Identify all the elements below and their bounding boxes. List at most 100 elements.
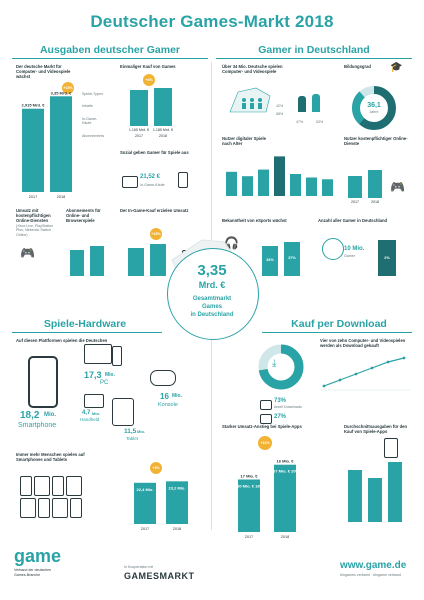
bar-mark bbox=[22, 108, 44, 192]
website-link[interactable]: www.game.de bbox=[340, 560, 407, 571]
avg-bar bbox=[348, 470, 362, 522]
audience-icon bbox=[322, 238, 344, 260]
online-year: 2017 bbox=[351, 200, 359, 204]
ingame-bar bbox=[150, 244, 166, 276]
growth-badge: +15% bbox=[62, 82, 74, 94]
bar-data-label: 23,2 Mio. bbox=[169, 485, 186, 490]
handheld-label: Handheld bbox=[80, 417, 100, 422]
education-title: Bildungsgrad bbox=[344, 64, 371, 69]
age-bar bbox=[258, 169, 269, 196]
total-market-label: Games bbox=[201, 304, 222, 310]
gamescom-title: Anzahl aller Gamer in Deutschland bbox=[318, 218, 388, 223]
market-legend: Spiele-Typen Inhalte In-Game-Käufe Abonn… bbox=[82, 92, 104, 138]
partner-logo: GAMESMARKT bbox=[124, 571, 195, 581]
age-bar bbox=[306, 177, 317, 196]
smartphone-icon bbox=[178, 172, 188, 188]
download-icon: ⤓ bbox=[272, 358, 277, 369]
column-divider bbox=[211, 330, 212, 530]
tablet-value: 11,5 bbox=[124, 428, 137, 435]
smartphone-icon bbox=[38, 498, 50, 518]
gender-icons bbox=[296, 86, 326, 116]
section-title-download: Kauf per Download bbox=[291, 318, 387, 330]
devices-icon-grid bbox=[20, 476, 90, 520]
avg-bar bbox=[388, 462, 402, 522]
age-chart-title: Nutzer digitaler Spiele nach Alter bbox=[222, 136, 266, 147]
section-title-ausgaben: Ausgaben deutscher Gamer bbox=[39, 44, 181, 56]
download-sub: Anteil Downloads bbox=[274, 405, 302, 409]
esports-bar bbox=[284, 242, 300, 276]
section-title-gamer: Gamer in Deutschland bbox=[258, 44, 370, 56]
kauf-value: 1.185 Mrd. € bbox=[152, 128, 174, 132]
gamescom-value: 10 Mio. bbox=[344, 246, 365, 252]
tablet-icon bbox=[20, 498, 36, 518]
ingame-badge: +18% bbox=[150, 228, 162, 240]
gamer-count-title: Über 34 Mio. Deutsche spielen Computer- … bbox=[222, 64, 283, 75]
section-divider bbox=[12, 58, 208, 59]
bar-data-label: 487 Mio. € 20% bbox=[271, 469, 300, 474]
kauf-value: 1.165 Mrd. € bbox=[128, 128, 150, 132]
section-title-hardware: Spiele-Hardware bbox=[43, 318, 127, 330]
female-icon bbox=[298, 96, 306, 112]
bar-mark bbox=[50, 96, 72, 192]
download-intro: Vier von zehn Computer- und Videospielen… bbox=[320, 338, 406, 349]
gamescom-label: Gamer bbox=[344, 254, 355, 258]
x-tick-label: 2017 bbox=[29, 195, 37, 199]
column-divider bbox=[211, 62, 212, 292]
market-chart: 2,915 Mrd. € 2017 3,35 Mrd. € 2018 bbox=[22, 90, 73, 199]
age-bar bbox=[322, 179, 333, 196]
male-icon bbox=[312, 94, 320, 112]
gamescom-pct: 2% bbox=[384, 256, 390, 260]
x-tick-label: 2017 bbox=[141, 527, 149, 531]
tv-icon bbox=[122, 176, 138, 188]
x-tick-label: 2018 bbox=[173, 527, 181, 531]
social-sub: In-Game-Käufe bbox=[140, 183, 165, 187]
gamepad-icon bbox=[150, 370, 176, 386]
smartphone-value: 18,2 bbox=[20, 410, 40, 421]
tablet-icon bbox=[52, 498, 68, 518]
total-market-label: Gesamtmarkt bbox=[192, 296, 232, 302]
logo-sub: Verband der deutschen bbox=[14, 568, 52, 572]
ingame-title: Der In-Game-Kauf erzielen Umsatz bbox=[120, 208, 189, 213]
bar-mark bbox=[238, 479, 260, 532]
section-divider bbox=[12, 332, 162, 333]
esports-pct: 34% bbox=[266, 258, 274, 262]
age-bar bbox=[274, 156, 285, 196]
esports-pct: 37% bbox=[288, 256, 296, 260]
apps-title: Starker Umsatz-Anstieg bei Spiele-Apps bbox=[222, 424, 302, 429]
partner-pre: In Kooperation mit bbox=[124, 565, 154, 569]
kauf-title: Einmaliger Kauf von Games bbox=[120, 64, 176, 69]
esports-title: Bekanntheit von eSports wächst bbox=[222, 218, 287, 223]
age-bar bbox=[226, 171, 237, 196]
legend-item: Abonnements bbox=[82, 133, 105, 138]
avg-age-donut bbox=[352, 86, 396, 130]
avg-title: Durchschnittsausgaben für den Kauf von S… bbox=[344, 424, 408, 435]
avg-bar bbox=[368, 478, 382, 522]
total-market-unit: Mrd. € bbox=[198, 280, 226, 290]
abo2-title: Abonnements für Online- und Browserspiel… bbox=[66, 208, 101, 224]
download-pct: 73% bbox=[274, 398, 287, 404]
bar-top-label: 3,35 Mrd. € bbox=[51, 90, 72, 95]
konsole-unit: Mio. bbox=[172, 393, 182, 399]
tablet-icon bbox=[112, 398, 134, 426]
avg-age-label: Jahre bbox=[369, 110, 379, 114]
box-icon bbox=[260, 400, 272, 410]
more-badge: +3% bbox=[150, 462, 162, 474]
age-pct: 53% bbox=[316, 120, 324, 124]
legend-item: In-Game-Käufe bbox=[82, 116, 98, 126]
esports-bar bbox=[262, 246, 278, 276]
tablet-label: Tablet bbox=[126, 436, 139, 441]
x-tick-label: 2018 bbox=[281, 535, 289, 539]
online-bar bbox=[348, 176, 362, 198]
download-donut bbox=[258, 344, 304, 390]
market-chart-title: Der deutsche Markt für Computer- und Vid… bbox=[16, 64, 71, 80]
tablet-unit: Mio. bbox=[137, 429, 145, 434]
kauf-year: 2018 bbox=[159, 134, 167, 138]
age-pct: 47% bbox=[296, 120, 304, 124]
gamepad-icon: 🎮 bbox=[20, 246, 35, 260]
section-divider bbox=[262, 332, 412, 333]
total-market-label: in Deutschland bbox=[190, 312, 234, 318]
handheld-value: 4,7 bbox=[82, 410, 91, 416]
abo-title: Umsatz mit kostenpflichtigen Online-Dien… bbox=[16, 208, 51, 224]
phone-icon bbox=[384, 438, 398, 458]
age-bar bbox=[290, 174, 301, 196]
